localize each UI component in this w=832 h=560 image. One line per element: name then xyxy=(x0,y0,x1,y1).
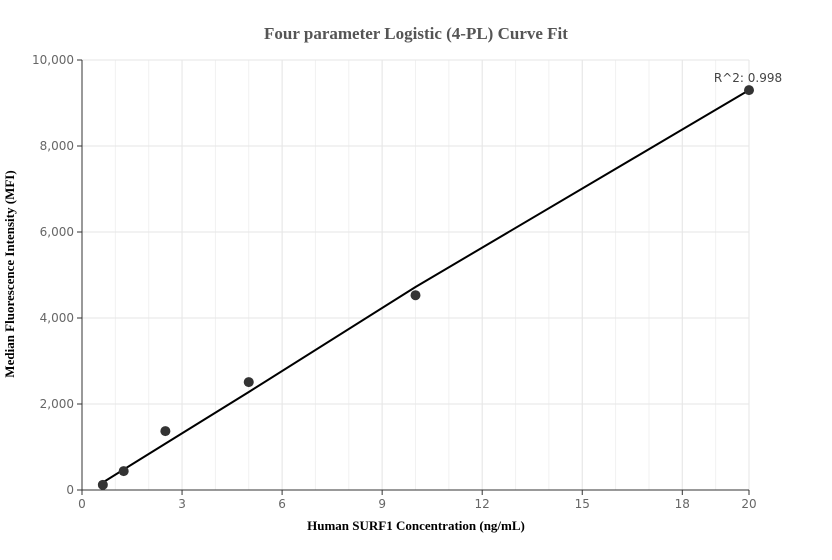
y-tick-label: 8,000 xyxy=(40,139,74,153)
y-tick-label: 10,000 xyxy=(32,53,74,67)
y-tick-label: 4,000 xyxy=(40,311,74,325)
x-tick-label: 6 xyxy=(278,497,286,511)
data-point xyxy=(744,85,754,96)
data-point xyxy=(410,290,421,301)
x-tick-label: 9 xyxy=(378,497,386,511)
x-tick-label: 0 xyxy=(78,497,86,511)
chart-title: Four parameter Logistic (4-PL) Curve Fit xyxy=(264,24,568,43)
data-points xyxy=(97,85,754,490)
data-point xyxy=(97,479,108,490)
x-tick-label: 3 xyxy=(178,497,186,511)
x-tick-label: 20 xyxy=(741,497,756,511)
x-axis-label: Human SURF1 Concentration (ng/mL) xyxy=(307,518,525,533)
y-axis-label: Median Fluorescence Intensity (MFI) xyxy=(2,170,17,377)
x-tick-label: 15 xyxy=(575,497,590,511)
data-point xyxy=(160,426,171,437)
data-point xyxy=(243,377,254,388)
grid xyxy=(81,59,750,491)
y-tick-label: 2,000 xyxy=(40,397,74,411)
x-tick-label: 12 xyxy=(475,497,490,511)
data-point xyxy=(118,466,129,477)
x-axis-ticks: 0 3 6 9 12 15 18 20 xyxy=(78,490,757,511)
r-squared-annotation: R^2: 0.998 xyxy=(714,71,782,85)
fit-curve xyxy=(102,89,750,484)
x-tick-label: 18 xyxy=(675,497,690,511)
y-axis-ticks: 0 2,000 4,000 6,000 8,000 10,000 xyxy=(32,53,82,497)
y-tick-label: 0 xyxy=(66,483,74,497)
y-tick-label: 6,000 xyxy=(40,225,74,239)
